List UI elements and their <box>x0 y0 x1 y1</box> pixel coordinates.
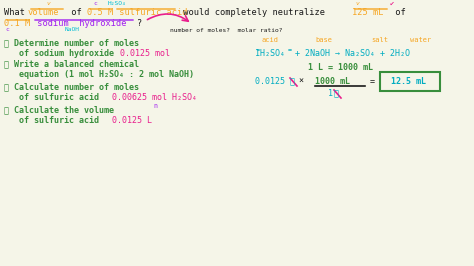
Text: ③ Calculate number of moles: ③ Calculate number of moles <box>4 82 139 91</box>
Text: NaOH: NaOH <box>65 27 80 32</box>
Text: of: of <box>390 8 406 17</box>
Text: n: n <box>153 103 157 109</box>
Text: v: v <box>46 1 50 6</box>
Text: What: What <box>4 8 30 17</box>
Text: salt: salt <box>371 37 388 43</box>
Text: 0.0125 L: 0.0125 L <box>112 116 152 125</box>
Text: H₂SO₄: H₂SO₄ <box>108 1 127 6</box>
Text: water: water <box>410 37 431 43</box>
Text: of: of <box>66 8 87 17</box>
Text: of sulfuric acid: of sulfuric acid <box>4 93 99 102</box>
Text: sulfuric acid: sulfuric acid <box>114 8 188 17</box>
Text: sodium  hydroxide: sodium hydroxide <box>32 19 127 28</box>
Text: ?: ? <box>136 19 141 28</box>
Text: c: c <box>5 27 9 32</box>
Text: 1: 1 <box>328 89 333 98</box>
Text: of sulfuric acid: of sulfuric acid <box>4 116 99 125</box>
Text: ✔: ✔ <box>390 1 394 7</box>
Text: 0.5 M: 0.5 M <box>87 8 113 17</box>
Text: 1 L = 1000 mL: 1 L = 1000 mL <box>308 63 373 72</box>
Text: 12.5 mL: 12.5 mL <box>391 77 426 86</box>
Text: c: c <box>93 1 97 6</box>
Text: ℓ: ℓ <box>334 89 339 98</box>
Text: 1H₂SO₄  + 2NaOH → Na₂SO₄ + 2H₂O: 1H₂SO₄ + 2NaOH → Na₂SO₄ + 2H₂O <box>255 49 410 58</box>
Text: 0.00625 mol H₂SO₄: 0.00625 mol H₂SO₄ <box>112 93 197 102</box>
Text: 0.1 M: 0.1 M <box>4 19 30 28</box>
Text: 1000 mL: 1000 mL <box>315 77 350 86</box>
Text: base: base <box>315 37 332 43</box>
Text: number of moles?  molar ratio?: number of moles? molar ratio? <box>170 28 283 33</box>
Text: ℓ: ℓ <box>290 77 295 86</box>
Text: 0.0125 mol: 0.0125 mol <box>120 49 170 58</box>
Text: acid: acid <box>262 37 279 43</box>
Text: equation (1 mol H₂SO₄ : 2 mol NaOH): equation (1 mol H₂SO₄ : 2 mol NaOH) <box>4 70 194 79</box>
Text: volume: volume <box>28 8 60 17</box>
Text: v: v <box>355 1 359 6</box>
Text: would completely neutralize: would completely neutralize <box>178 8 330 17</box>
Text: ④ Calculate the volume: ④ Calculate the volume <box>4 105 114 114</box>
Text: =: = <box>370 77 375 86</box>
FancyBboxPatch shape <box>380 72 440 91</box>
Text: of sodium hydroxide: of sodium hydroxide <box>4 49 114 58</box>
Text: ② Write a balanced chemical: ② Write a balanced chemical <box>4 59 139 68</box>
Text: 125 mL: 125 mL <box>352 8 383 17</box>
Text: 0.0125: 0.0125 <box>255 77 290 86</box>
Text: ① Determine number of moles: ① Determine number of moles <box>4 38 139 47</box>
Text: ×: × <box>298 77 303 86</box>
